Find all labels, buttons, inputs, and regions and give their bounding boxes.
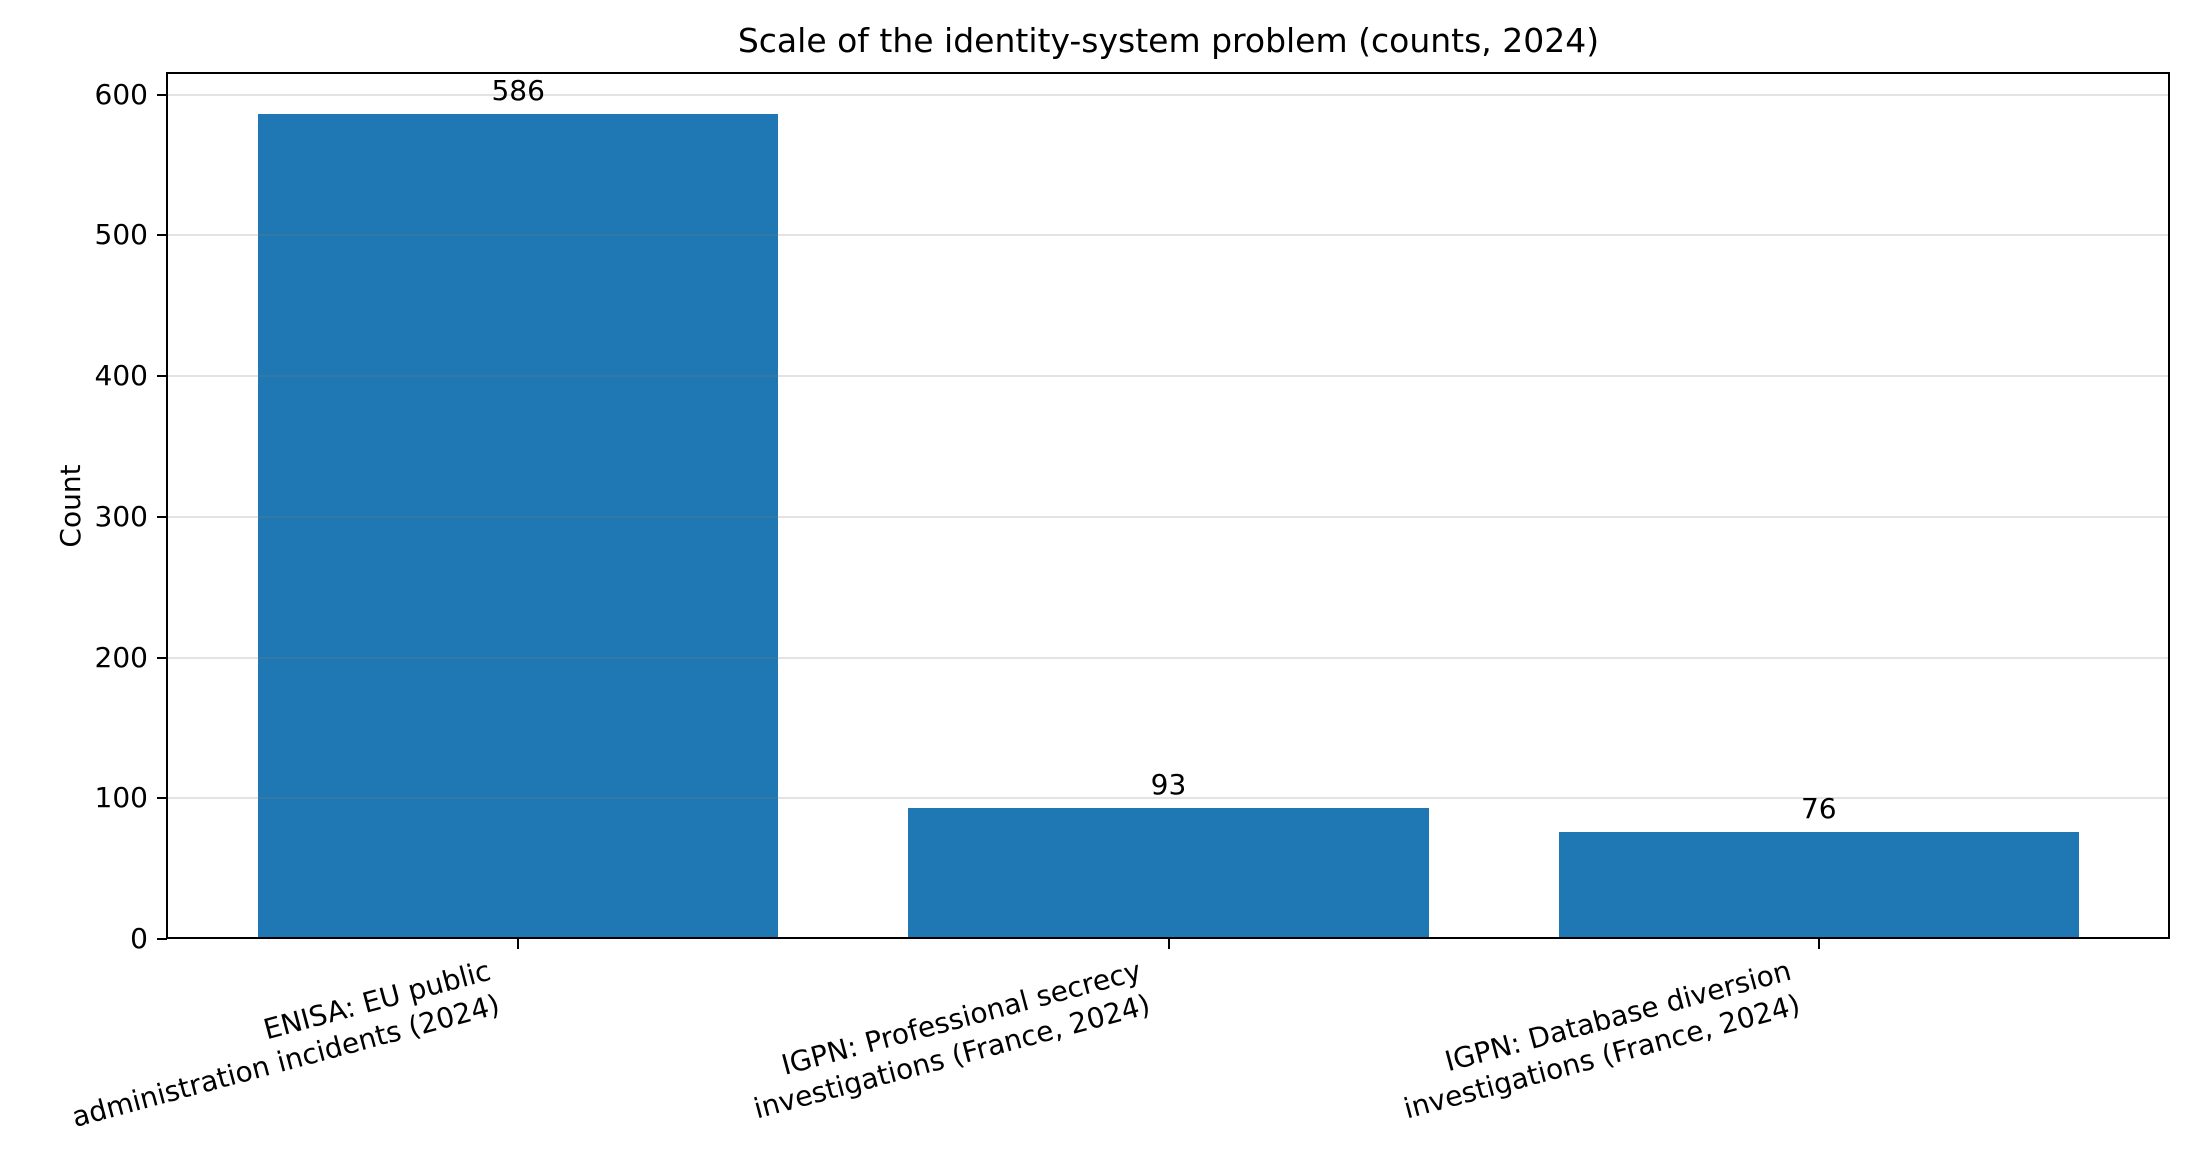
y-gridline: [168, 234, 2168, 237]
y-tick: [157, 515, 167, 518]
y-tick: [157, 93, 167, 96]
bar: [908, 808, 1429, 939]
x-tick: [1167, 939, 1170, 949]
chart-title: Scale of the identity-system problem (co…: [737, 21, 1600, 60]
y-tick-label: 500: [94, 218, 148, 252]
y-gridline: [168, 515, 2168, 518]
bar: [1558, 832, 2079, 939]
y-tick: [157, 938, 167, 940]
y-gridline: [168, 93, 2168, 96]
y-tick-label: 400: [94, 359, 148, 393]
plot-border: [166, 72, 2170, 939]
y-tick-label: 100: [94, 781, 148, 815]
y-tick-label: 0: [130, 922, 148, 955]
y-tick-label: 600: [94, 77, 148, 111]
y-tick: [157, 234, 167, 237]
y-tick: [157, 797, 167, 800]
y-gridline: [168, 656, 2168, 659]
bar-value-label: 76: [1800, 792, 1837, 826]
y-tick-label: 200: [94, 640, 148, 674]
bar-value-label: 586: [491, 74, 545, 108]
y-tick-label: 300: [94, 499, 148, 533]
y-gridline: [168, 797, 2168, 800]
y-tick: [157, 656, 167, 659]
x-tick: [517, 939, 520, 949]
bar: [258, 114, 779, 939]
y-tick: [157, 375, 167, 378]
x-tick: [1817, 939, 1820, 949]
bar-value-label: 93: [1150, 768, 1187, 802]
y-gridline: [168, 375, 2168, 378]
